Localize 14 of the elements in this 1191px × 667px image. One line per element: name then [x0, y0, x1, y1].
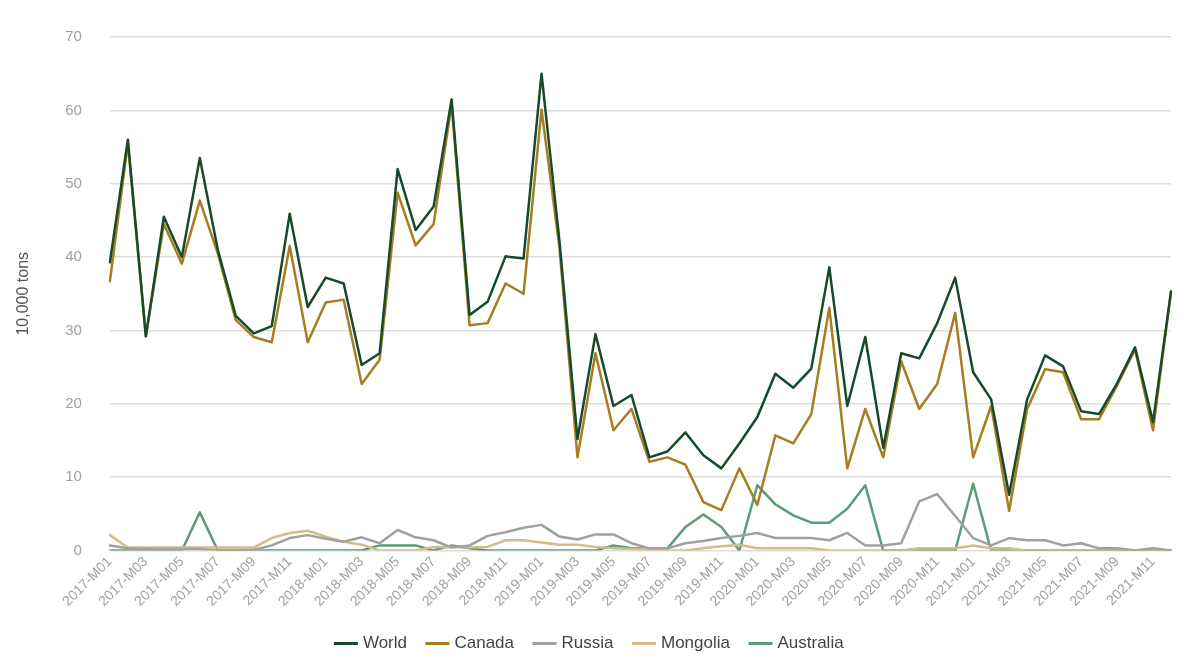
y-tick-label: 20 — [65, 393, 82, 411]
y-tick-label: 0 — [73, 540, 82, 558]
y-tick-label: 10 — [65, 467, 82, 485]
y-axis-title: 10,000 tons — [14, 251, 32, 336]
y-tick-label: 60 — [65, 100, 82, 118]
legend-label: Mongolia — [660, 633, 731, 653]
legend-label: World — [362, 633, 407, 653]
y-tick-label: 40 — [65, 247, 82, 265]
legend-label: Australia — [777, 633, 845, 653]
legend-label: Russia — [561, 633, 615, 653]
y-tick-label: 70 — [65, 27, 82, 45]
y-tick-label: 30 — [65, 320, 82, 338]
y-tick-label: 50 — [65, 173, 82, 191]
legend-label: Canada — [454, 633, 515, 653]
